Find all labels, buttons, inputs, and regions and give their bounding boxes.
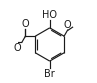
- Text: O: O: [22, 19, 29, 29]
- Text: O: O: [64, 20, 71, 30]
- Text: O: O: [14, 43, 22, 53]
- Text: Br: Br: [44, 69, 55, 79]
- Text: HO: HO: [42, 10, 57, 20]
